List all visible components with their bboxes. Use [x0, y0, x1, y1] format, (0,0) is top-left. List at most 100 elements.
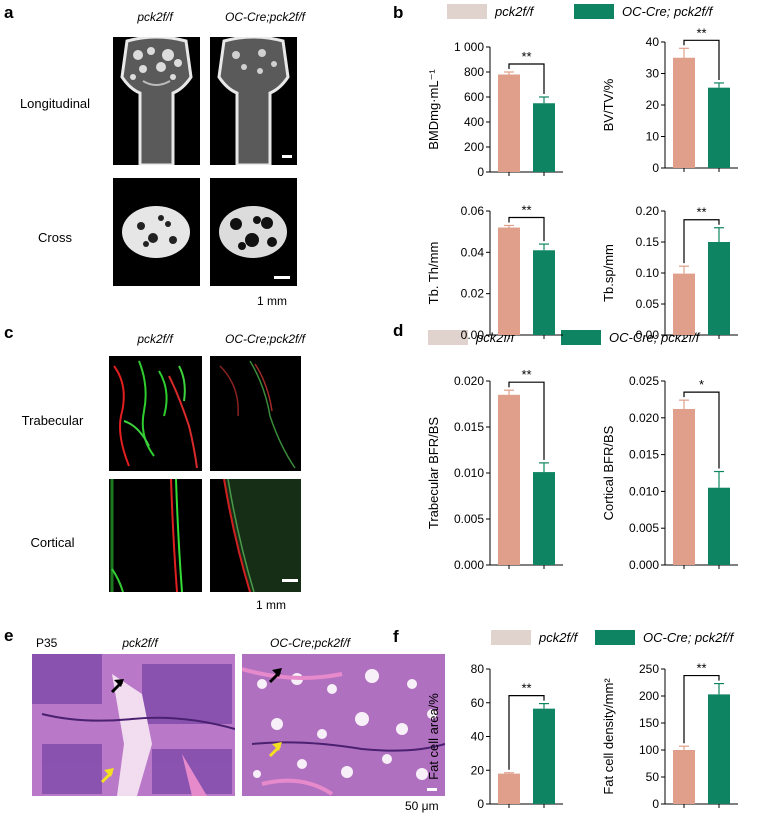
panel-b-label: b	[393, 3, 404, 22]
d2-bar	[708, 487, 730, 565]
d1-tick-label: 0.010	[454, 466, 484, 480]
b3-ylabel: Tb. Th/mm	[426, 242, 441, 305]
panel-a-row2-label: Cross	[38, 230, 72, 245]
b3-tick-label: 0.02	[461, 287, 485, 301]
legend-swatch-control	[447, 4, 487, 19]
panel-f-label: f	[393, 627, 399, 646]
d1-tick-label: 0.015	[454, 420, 484, 434]
d2-tick-label: 0.010	[629, 484, 659, 498]
calcein-cortical-ko	[210, 479, 301, 592]
b2-bar	[673, 57, 695, 168]
b2-tick-label: 30	[646, 67, 660, 81]
panel-c-col2-title: OC-Cre;pck2f/f	[224, 332, 305, 346]
b2-tick-label: 20	[646, 98, 660, 112]
b2-tick-label: 0	[652, 161, 659, 175]
f1-tick-label: 20	[471, 763, 485, 777]
f1-tick-label: 40	[471, 730, 485, 744]
legend-swatch-ko	[561, 330, 601, 345]
b2-ylabel: BV/TV/%	[601, 78, 616, 131]
b4-ylabel: Tb.sp/mm	[601, 244, 616, 302]
legend-swatch-ko	[595, 630, 635, 645]
d2-tick-label: 0.000	[629, 558, 659, 572]
panel-c-label: c	[4, 323, 14, 342]
b4-tick-label: 0.20	[636, 204, 660, 218]
b4-bar	[673, 273, 695, 335]
f2-bar	[708, 694, 730, 804]
b2-sig-label: **	[696, 25, 706, 40]
b4-tick-label: 0.00	[636, 328, 660, 342]
d1-tick-label: 0.005	[454, 512, 484, 526]
b3-bar	[498, 227, 520, 335]
b1-ylabel: BMDmg·mL⁻¹	[426, 69, 441, 150]
d2-tick-label: 0.020	[629, 411, 659, 425]
b4-tick-label: 0.05	[636, 297, 660, 311]
d1-sig-label: **	[521, 367, 531, 382]
f1-bar	[533, 708, 555, 804]
b4-tick-label: 0.10	[636, 266, 660, 280]
panel-a-row1-label: Longitudinal	[19, 96, 91, 111]
d2-tick-label: 0.025	[629, 374, 659, 388]
b1-tick-label: 1 000	[454, 40, 484, 54]
b3-bar	[533, 250, 555, 335]
f1-tick-label: 80	[471, 662, 485, 676]
panel-b-legend-ko: OC-Cre; pck2f/f	[574, 4, 712, 19]
microct-longitudinal-ko	[210, 37, 297, 165]
microct-longitudinal-control	[113, 37, 200, 165]
b4-sig-label: **	[696, 205, 706, 220]
panel-c-col1-title: pck2f/f	[137, 332, 173, 346]
b3-tick-label: 0.06	[461, 204, 485, 218]
b2-tick-label: 10	[646, 130, 660, 144]
b1-sig-label: **	[521, 49, 531, 64]
he-stain-control	[32, 654, 235, 796]
f1-tick-label: 60	[471, 696, 485, 710]
f1-sig-label: **	[521, 681, 531, 696]
d2-tick-label: 0.015	[629, 448, 659, 462]
d2-sig-label: *	[699, 377, 704, 392]
panel-e-stage-label: P35	[36, 636, 58, 650]
f2-sig-label: **	[696, 661, 706, 676]
panel-e-label: e	[4, 626, 14, 645]
panel-a-col2-title: OC-Cre;pck2f/f	[224, 10, 305, 24]
panel-e-col1-title: pck2f/f	[122, 636, 158, 650]
d2-tick-label: 0.005	[629, 521, 659, 535]
panel-f-legend-control: pck2f/f	[491, 630, 577, 645]
legend-swatch-control	[491, 630, 531, 645]
panel-c-scale-label: 1 mm	[256, 598, 286, 612]
panel-a-scale-label: 1 mm	[257, 294, 287, 308]
panel-a-label: a	[4, 3, 14, 22]
f2-bar	[673, 750, 695, 804]
f1-ylabel: Fat cell area/%	[426, 693, 441, 780]
b4-tick-label: 0.15	[636, 235, 660, 249]
b1-tick-label: 200	[464, 140, 484, 154]
b3-tick-label: 0.04	[461, 245, 485, 259]
d1-ylabel: Trabecular BFR/BS	[426, 417, 441, 530]
panel-d-label: d	[393, 321, 404, 340]
f2-tick-label: 250	[639, 662, 659, 676]
panel-e-scale-label: 50 μm	[405, 799, 439, 813]
d1-tick-label: 0.000	[454, 558, 484, 572]
d2-sig-bracket	[683, 391, 720, 469]
calcein-trabecular-ko	[210, 356, 301, 471]
b1-tick-label: 400	[464, 115, 484, 129]
b4-bar	[708, 242, 730, 335]
b3-sig-bracket	[508, 216, 545, 242]
d1-tick-label: 0.020	[454, 374, 484, 388]
b2-bar	[708, 87, 730, 168]
f1-sig-bracket	[508, 694, 545, 770]
b3-sig-label: **	[521, 202, 531, 217]
d1-bar	[533, 472, 555, 565]
b4-sig-bracket	[683, 219, 720, 264]
legend-swatch-control	[428, 330, 468, 345]
f2-tick-label: 50	[646, 770, 660, 784]
f1-tick-label: 0	[477, 797, 484, 811]
he-stain-ko	[242, 654, 445, 796]
microct-cross-control	[113, 178, 200, 286]
f2-ylabel: Fat cell density/mm²	[601, 678, 616, 795]
panel-c-row2-label: Cortical	[30, 535, 75, 550]
calcein-trabecular-control	[109, 356, 202, 471]
b2-tick-label: 40	[646, 35, 660, 49]
b1-bar	[533, 103, 555, 172]
calcein-cortical-control	[109, 479, 202, 592]
d1-bar	[498, 394, 520, 565]
